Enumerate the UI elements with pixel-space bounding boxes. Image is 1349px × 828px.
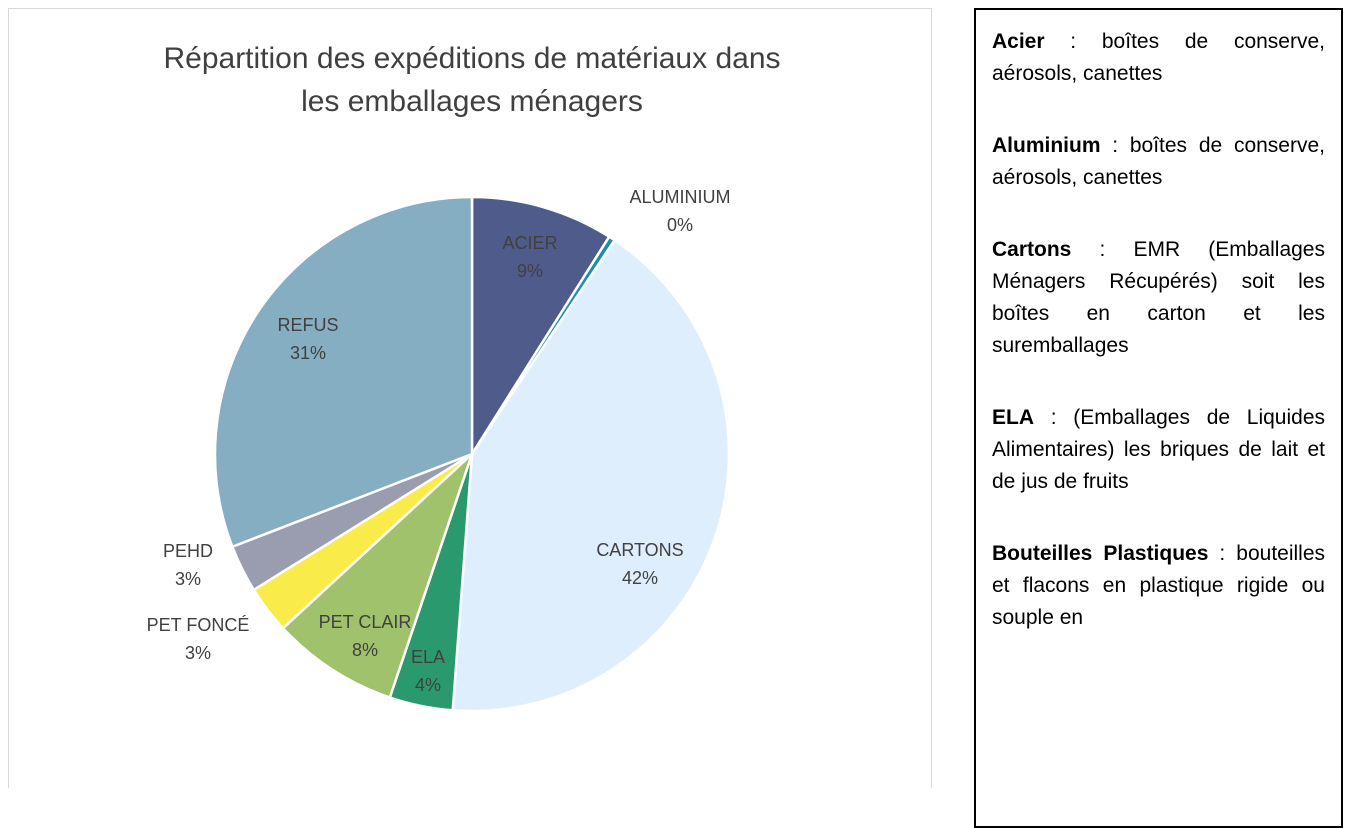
page: Répartition des expéditions de matériaux… [8,8,1343,828]
note: Acier : boîtes de conserve, aérosols, ca… [992,26,1325,90]
slice-value-label: 31% [290,343,326,363]
pie-slice [281,453,474,700]
note: Bouteilles Plastiques : bouteilles et fl… [992,538,1325,634]
slice-label: PEHD [163,541,213,561]
note: Aluminium : boîtes de conserve, aérosols… [992,130,1325,194]
slice-value-label: 3% [175,569,201,589]
slice-value-label: 0% [667,215,693,235]
slice-label: ELA [411,647,445,667]
note-term: Bouteilles Plastiques [992,542,1209,565]
slice-label: PET CLAIR [319,612,412,632]
pie-slice [470,195,611,459]
slice-label: ACIER [502,233,557,253]
note-text: : bouteilles et flacons en plastique rig… [992,542,1326,629]
note: ELA : (Emballages de Liquides Alimentair… [992,402,1325,498]
slice-value-label: 4% [415,675,441,695]
slice-label: PET FONCÉ [147,615,250,635]
pie-slice [213,195,474,549]
note-term: Cartons [992,238,1072,261]
slice-label: ALUMINIUM [629,187,730,207]
slice-value-label: 8% [352,640,378,660]
chart-title: Répartition des expéditions de matériaux… [163,42,780,118]
note-text: : boîtes de conserve, aérosols, canettes [992,30,1325,85]
chart: Répartition des expéditions de matériaux… [8,8,932,788]
slice-value-label: 3% [185,643,211,663]
note: Cartons : EMR (Emballages Ménagers Récup… [992,234,1325,362]
note-text: : (Emballages de Liquides Alimentaires) … [992,406,1325,493]
slice-value-label: 42% [622,568,658,588]
slice-value-label: 9% [517,261,543,281]
slice-label: REFUS [277,315,338,335]
notes-box: Acier : boîtes de conserve, aérosols, ca… [974,8,1343,828]
note-text: : EMR (Emballages Ménagers Récupérés) so… [992,238,1325,357]
note-text: : boîtes de conserve, aérosols, canettes [992,134,1325,189]
pie-slice [451,238,731,713]
note-term: ELA [992,406,1034,429]
note-term: Aluminium [992,134,1101,157]
slice-label: CARTONS [596,540,683,560]
note-term: Acier [992,30,1045,53]
